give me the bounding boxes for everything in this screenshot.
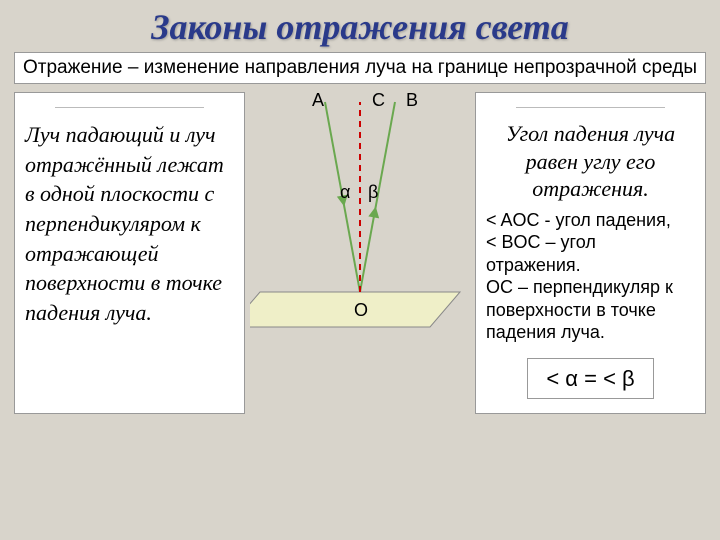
content-row: Луч падающий и луч отражённый лежат в од… — [14, 92, 706, 414]
label-c: C — [372, 90, 385, 111]
label-b: B — [406, 90, 418, 111]
right-line-1: < AOC - угол падения, — [486, 209, 695, 232]
page-title: Законы отражения света — [0, 0, 720, 48]
right-law-box: Угол падения луча равен углу его отражен… — [475, 92, 706, 414]
label-alpha: α — [340, 182, 350, 203]
reflection-diagram: A C B α β O — [250, 92, 470, 352]
label-o: O — [354, 300, 368, 321]
right-line-2: < BOC – угол отражения. — [486, 231, 695, 276]
left-law-box: Луч падающий и луч отражённый лежат в од… — [14, 92, 245, 414]
diagram-column: A C B α β O — [245, 92, 475, 414]
definition-box: Отражение – изменение направления луча н… — [14, 52, 706, 84]
left-law-text: Луч падающий и луч отражённый лежат в од… — [25, 122, 224, 325]
label-a: A — [312, 90, 324, 111]
right-line-3: OC – перпендикуляр к поверхности в точке… — [486, 276, 695, 344]
label-beta: β — [368, 182, 378, 203]
formula-box: < α = < β — [527, 358, 653, 400]
right-heading: Угол падения луча равен углу его отражен… — [486, 120, 695, 203]
